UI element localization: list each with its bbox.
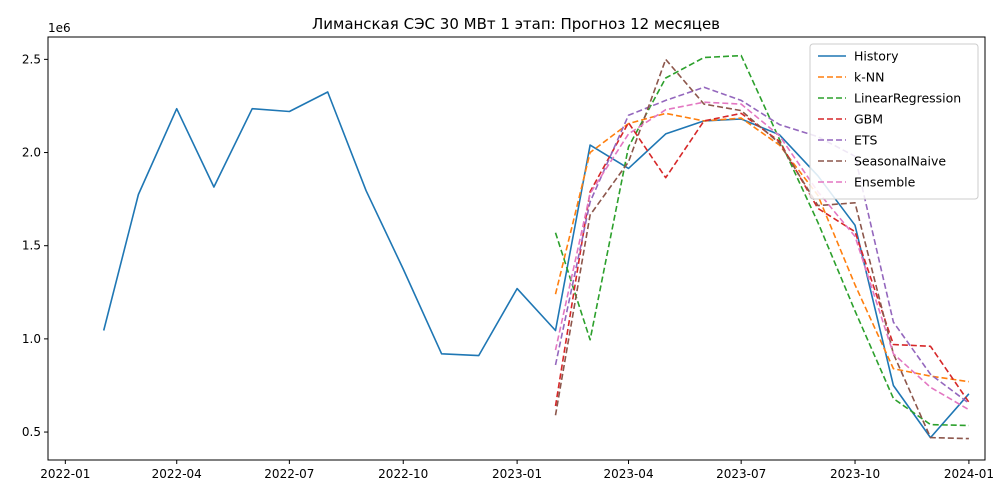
- series-line-ets: [554, 86, 970, 404]
- x-tick-label: 2022-10: [378, 467, 428, 481]
- legend-label: ETS: [854, 133, 878, 148]
- chart-title: Лиманская СЭС 30 МВт 1 этап: Прогноз 12 …: [312, 15, 720, 33]
- legend-label: SeasonalNaive: [854, 154, 946, 169]
- legend-box: [809, 43, 979, 200]
- series-line-gbm: [554, 112, 970, 407]
- y-axis: 0.5 1.0 1.5 2.0 2.5: [22, 52, 48, 439]
- legend-label: Ensemble: [854, 175, 916, 190]
- y-tick-label: 2.0: [22, 146, 41, 160]
- x-tick-label: 2024-01: [944, 467, 994, 481]
- y-tick-label: 1.0: [22, 332, 41, 346]
- x-tick-label: 2022-07: [264, 467, 314, 481]
- x-tick-label: 2023-07: [716, 467, 766, 481]
- x-tick-label: 2022-01: [40, 467, 90, 481]
- x-tick-label: 2023-01: [492, 467, 542, 481]
- plot-frame: [47, 36, 986, 461]
- legend-label: k-NN: [854, 70, 884, 85]
- y-tick-label: 0.5: [22, 425, 41, 439]
- legend-label: GBM: [854, 112, 883, 127]
- series-line-linearregression: [554, 54, 969, 427]
- x-tick-label: 2022-04: [152, 467, 202, 481]
- x-axis: 2022-01 2022-04 2022-07 2022-10 2023-01 2023-…: [40, 460, 994, 481]
- y-offset-label: 1e6: [48, 21, 71, 35]
- x-tick-label: 2023-10: [830, 467, 880, 481]
- y-tick-label: 1.5: [22, 239, 41, 253]
- y-tick-label: 2.5: [22, 52, 41, 66]
- legend-label: History: [854, 49, 899, 64]
- legend: History k-NN LinearRegression GBM ETS Seasona…: [809, 43, 979, 200]
- series-line-ensemble: [554, 101, 970, 411]
- series-line-seasonalnaive: [554, 58, 969, 440]
- x-tick-label: 2023-04: [603, 467, 653, 481]
- legend-label: LinearRegression: [854, 91, 961, 106]
